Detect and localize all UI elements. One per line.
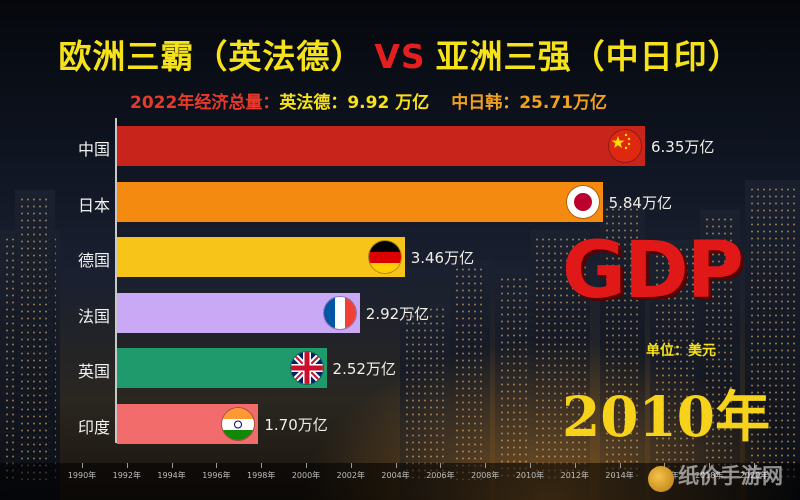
germany-flag-icon: [368, 241, 401, 273]
x-tick-label: 2010年: [515, 471, 545, 480]
unit-label: 单位：美元: [646, 343, 716, 359]
x-tick-label: 1994年: [157, 471, 186, 480]
x-tick-label: 1990年: [67, 471, 97, 480]
x-tick-mark: [350, 463, 352, 468]
value-label: 6.35万亿: [651, 138, 715, 156]
x-tick-mark: [395, 463, 397, 468]
x-tick-label: 2012年: [560, 471, 589, 480]
category-label: 英国: [78, 362, 111, 381]
y-axis-line: [115, 118, 117, 443]
x-tick-mark: [754, 463, 755, 468]
category-label: 德国: [78, 251, 111, 270]
category-label: 日本: [78, 195, 111, 215]
category-label: 中国: [78, 140, 111, 159]
uk-flag-icon: [290, 352, 323, 384]
bar: [117, 181, 603, 222]
subtitle-europe-total: 英法德：9.92 万亿: [279, 93, 430, 113]
watermark-logo-icon: [648, 466, 674, 492]
x-tick-mark: [619, 463, 621, 468]
watermark: 纸价手游网: [640, 460, 783, 490]
subtitle-asia-total: 中日韩：25.71万亿: [451, 93, 607, 113]
x-tick-mark: [216, 463, 218, 468]
value-label: 3.46万亿: [410, 249, 475, 267]
bar: [117, 237, 405, 277]
x-tick-mark: [664, 463, 666, 468]
x-tick-mark: [261, 463, 263, 468]
category-label: 印度: [78, 417, 111, 437]
x-tick-label: 2014年: [605, 471, 634, 480]
value-label: 1.70万亿: [264, 415, 328, 434]
x-tick-label: 1998年: [247, 471, 276, 480]
x-tick-label: 2002年: [336, 471, 365, 480]
x-tick-label: 2020年: [739, 471, 769, 480]
x-tick-mark: [171, 463, 173, 468]
x-tick-label: 2008年: [471, 471, 500, 480]
france-flag-icon: [323, 296, 356, 329]
x-tick-label: 2000年: [291, 471, 321, 480]
x-tick-mark: [574, 463, 576, 468]
x-tick-mark: [306, 463, 307, 468]
value-label: 2.52万亿: [332, 360, 396, 378]
year-label: 2010年: [562, 384, 771, 449]
x-tick-mark: [82, 463, 83, 468]
india-flag-icon: [222, 407, 255, 440]
x-tick-mark: [530, 463, 531, 468]
x-tick-mark: [126, 463, 128, 468]
watermark-text: 纸价手游网: [678, 464, 783, 488]
gdp-label: GDP: [562, 226, 744, 316]
chart-subtitle: 2022年经济总量：英法德：9.92 万亿 中日韩：25.71万亿: [130, 88, 607, 113]
title-part2: 亚洲三强（中日印）: [435, 37, 742, 76]
china-flag-icon: [609, 130, 641, 162]
x-tick-label: 1996年: [202, 471, 231, 480]
chart-title: 欧洲三霸（英法德） VS 亚洲三强（中日印）: [0, 30, 800, 78]
x-tick-label: 2006年: [426, 471, 455, 480]
x-tick-label: 1992年: [112, 471, 141, 480]
title-part1: 欧洲三霸（英法德）: [58, 37, 365, 76]
x-tick-mark: [709, 463, 711, 468]
x-tick-label: 2004年: [381, 471, 410, 480]
x-tick-mark: [485, 463, 487, 468]
x-tick-label: 2018年: [695, 471, 724, 480]
subtitle-lead: 2022年经济总量：: [130, 93, 280, 113]
value-label: 5.84万亿: [608, 193, 672, 212]
value-label: 2.92万亿: [365, 304, 430, 323]
title-vs: VS: [374, 37, 426, 76]
japan-flag-icon: [566, 185, 599, 218]
bar: [117, 292, 360, 333]
bar: [117, 126, 645, 166]
category-label: 法国: [78, 306, 111, 326]
x-tick-mark: [440, 463, 442, 468]
